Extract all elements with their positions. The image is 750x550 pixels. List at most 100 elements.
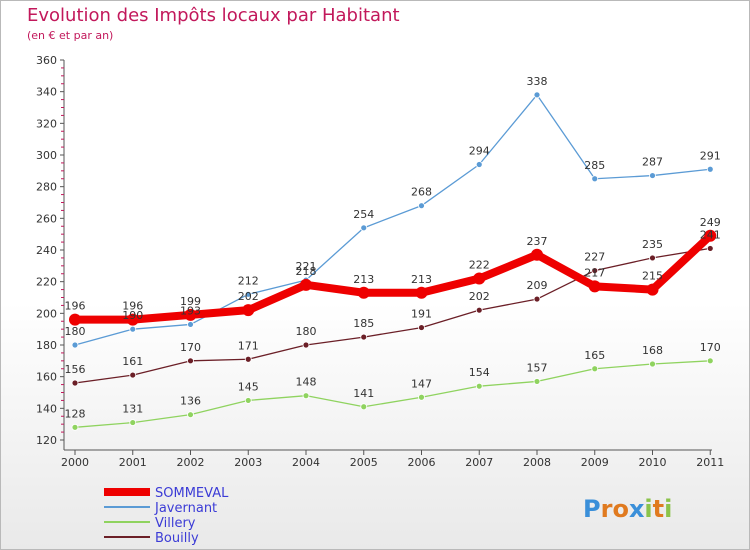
data-label-villery: 168 (642, 344, 663, 357)
data-point-javernant (475, 161, 483, 168)
data-label-villery: 128 (65, 407, 86, 420)
x-tick-label: 2010 (639, 456, 667, 469)
series-line-javernant (74, 94, 711, 346)
data-point-bouilly (418, 324, 425, 331)
data-label-villery: 136 (180, 395, 201, 408)
data-label-javernant: 212 (238, 274, 259, 287)
legend-label-villery: Villery (155, 516, 196, 531)
x-tick-label: 2009 (581, 456, 609, 469)
data-point-javernant (187, 321, 194, 328)
data-label-bouilly: 180 (296, 325, 317, 338)
data-point-bouilly (706, 245, 714, 252)
data-point-villery (71, 423, 79, 431)
y-tick-label: 260 (36, 212, 57, 225)
x-tick-label: 2006 (408, 456, 436, 469)
data-label-javernant: 268 (411, 186, 432, 199)
series-line-bouilly (74, 247, 711, 384)
data-label-javernant: 294 (469, 145, 490, 158)
y-tick-label: 140 (36, 402, 57, 415)
data-label-sommeval: 199 (180, 295, 201, 308)
data-point-javernant (591, 175, 599, 183)
data-point-villery (475, 382, 483, 390)
y-tick-label: 180 (36, 339, 57, 352)
y-tick-label: 220 (36, 276, 57, 289)
data-label-villery: 157 (527, 361, 548, 374)
y-tick-label: 160 (36, 371, 57, 384)
data-point-bouilly (129, 371, 137, 379)
data-point-javernant (360, 224, 368, 232)
data-label-sommeval: 215 (642, 270, 663, 283)
legend-label-javernant: Javernant (154, 501, 217, 516)
x-tick-label: 2000 (61, 456, 89, 469)
data-point-javernant (71, 341, 79, 349)
x-tick-label: 2011 (696, 456, 724, 469)
data-label-bouilly: 171 (238, 339, 259, 352)
y-tick-label: 280 (36, 181, 57, 194)
data-point-sommeval (184, 308, 197, 321)
x-tick-label: 2008 (523, 456, 551, 469)
y-tick-label: 300 (36, 149, 57, 162)
data-label-sommeval: 237 (527, 235, 548, 248)
data-point-villery (591, 365, 599, 373)
chart-subtitle: (en € et par an) (27, 29, 114, 42)
y-tick-label: 360 (36, 54, 57, 67)
x-tick-label: 2005 (350, 456, 378, 469)
data-point-bouilly (302, 341, 310, 349)
data-point-bouilly (649, 254, 656, 262)
data-label-bouilly: 241 (700, 228, 721, 241)
x-tick-label: 2003 (234, 456, 262, 469)
y-tick-label: 120 (36, 434, 57, 447)
y-tick-label: 240 (36, 244, 57, 257)
data-label-javernant: 193 (180, 304, 201, 317)
data-point-sommeval (704, 229, 717, 242)
data-label-bouilly: 227 (584, 251, 605, 264)
x-tick-label: 2001 (119, 456, 147, 469)
data-point-sommeval (531, 248, 543, 261)
data-label-sommeval: 213 (353, 273, 374, 286)
x-tick-label: 2002 (177, 456, 205, 469)
data-point-javernant (418, 202, 425, 210)
data-label-bouilly: 161 (122, 355, 143, 368)
data-point-villery (418, 393, 425, 401)
data-point-bouilly (187, 357, 194, 365)
series-line-sommeval (71, 231, 715, 324)
legend-label-bouilly: Bouilly (155, 531, 199, 546)
data-point-bouilly (591, 267, 599, 274)
data-label-villery: 147 (411, 377, 432, 390)
proxiti-logo: Proxiti (583, 495, 672, 523)
x-tick-label: 2007 (465, 456, 493, 469)
data-label-javernant: 190 (122, 309, 143, 322)
data-label-sommeval: 218 (296, 265, 317, 278)
data-point-sommeval (415, 286, 428, 299)
data-point-bouilly (360, 333, 368, 341)
data-label-javernant: 254 (353, 208, 374, 221)
x-tick-label: 2004 (292, 456, 320, 469)
data-point-sommeval (357, 286, 370, 299)
data-label-javernant: 338 (527, 75, 548, 88)
data-label-bouilly: 156 (65, 363, 86, 376)
data-label-bouilly: 209 (527, 279, 548, 292)
data-label-villery: 141 (353, 387, 374, 400)
data-label-javernant: 285 (584, 159, 605, 172)
data-point-villery (649, 360, 656, 368)
data-point-bouilly (475, 306, 483, 314)
data-label-villery: 131 (122, 403, 143, 416)
data-point-sommeval (646, 283, 659, 296)
data-point-villery (706, 357, 714, 365)
data-label-bouilly: 191 (411, 308, 432, 321)
data-point-villery (129, 419, 137, 426)
data-point-villery (244, 397, 252, 404)
data-label-sommeval: 196 (65, 300, 86, 313)
data-point-sommeval (69, 313, 81, 326)
data-label-villery: 154 (469, 366, 490, 379)
data-label-sommeval: 217 (584, 266, 605, 279)
data-point-sommeval (126, 313, 139, 326)
data-point-bouilly (533, 295, 541, 303)
data-label-bouilly: 202 (469, 290, 490, 303)
series-line-villery (74, 360, 711, 428)
data-point-javernant (706, 165, 714, 173)
data-point-villery (533, 378, 541, 385)
data-point-bouilly (244, 355, 252, 363)
